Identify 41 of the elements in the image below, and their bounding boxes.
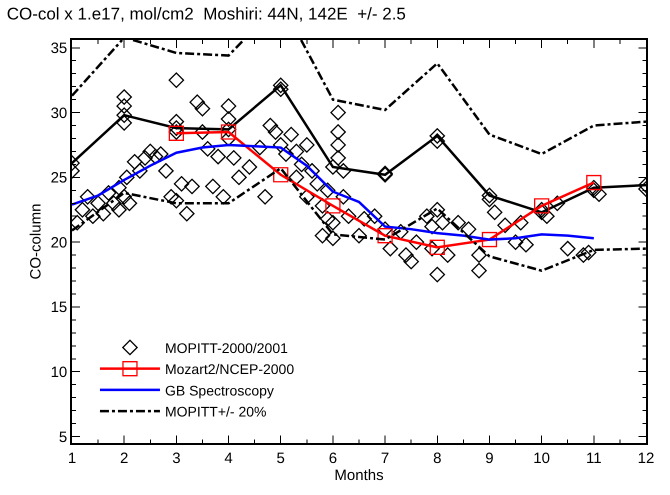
x-tick-label: 7 bbox=[380, 450, 390, 467]
y-tick-label: 15 bbox=[50, 299, 68, 316]
point bbox=[325, 198, 341, 214]
point bbox=[273, 167, 288, 182]
x-tick-label: 5 bbox=[276, 450, 285, 467]
point bbox=[586, 174, 602, 190]
x-tick-label: 1 bbox=[68, 450, 76, 467]
chart-title: CO-col x 1.e17, mol/cm2 Moshiri: 44N, 142E +/- 2.5 bbox=[6, 4, 406, 24]
legend-label: MOPITT-2000/2001 bbox=[164, 340, 288, 356]
point bbox=[272, 78, 289, 94]
point bbox=[482, 188, 498, 204]
x-tick-label: 3 bbox=[172, 450, 181, 467]
x-tick-label: 8 bbox=[433, 450, 442, 467]
point bbox=[482, 232, 498, 248]
point bbox=[534, 198, 550, 214]
y-tick-label: 5 bbox=[58, 428, 68, 446]
point bbox=[429, 128, 446, 144]
y-tick-label: 10 bbox=[50, 364, 68, 381]
x-tick-label: 12 bbox=[638, 450, 654, 467]
point bbox=[377, 228, 393, 244]
x-tick-label: 4 bbox=[224, 450, 233, 467]
x-axis-title: Months bbox=[334, 466, 384, 484]
x-tick-label: 10 bbox=[533, 450, 550, 467]
x-tick-label: 9 bbox=[485, 450, 494, 467]
point bbox=[116, 107, 132, 123]
y-tick-label: 35 bbox=[50, 40, 68, 58]
x-tick-label: 11 bbox=[586, 450, 602, 467]
y-tick-label: 30 bbox=[50, 104, 68, 122]
y-tick-label: 20 bbox=[50, 234, 68, 252]
point bbox=[586, 180, 602, 196]
x-tick-label: 6 bbox=[328, 450, 338, 467]
legend-label: Mozart2/NCEP-2000 bbox=[164, 361, 294, 378]
x-tick-label: 2 bbox=[120, 450, 128, 467]
legend-label: GB Spectroscopy bbox=[164, 382, 274, 398]
point bbox=[325, 159, 341, 175]
y-axis-title: CO-column bbox=[27, 204, 44, 280]
point bbox=[430, 240, 445, 255]
y-tick-label: 25 bbox=[50, 170, 68, 187]
point bbox=[168, 120, 184, 136]
legend-label: MOPITT+/- 20% bbox=[164, 404, 266, 420]
point bbox=[377, 166, 393, 183]
